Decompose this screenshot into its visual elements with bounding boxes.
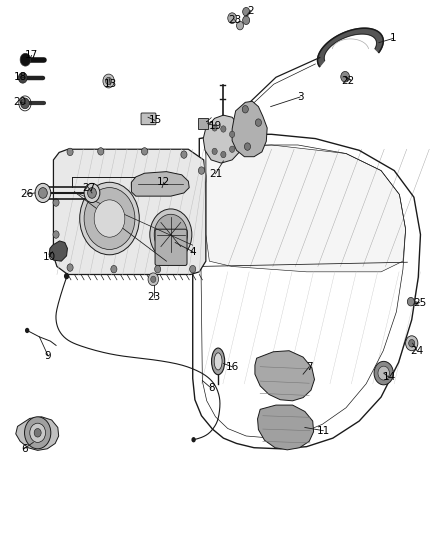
Text: 27: 27 — [82, 183, 95, 192]
Polygon shape — [255, 351, 314, 401]
Text: 10: 10 — [42, 252, 56, 262]
Circle shape — [25, 417, 51, 449]
Circle shape — [21, 98, 29, 109]
Circle shape — [67, 148, 73, 156]
Text: 12: 12 — [157, 177, 170, 187]
Text: 11: 11 — [317, 426, 330, 435]
Text: 13: 13 — [104, 79, 117, 89]
Text: 4: 4 — [189, 247, 196, 256]
Polygon shape — [53, 149, 206, 274]
Circle shape — [378, 366, 389, 380]
Circle shape — [39, 188, 47, 198]
FancyBboxPatch shape — [155, 229, 187, 265]
Circle shape — [151, 276, 156, 282]
Text: 25: 25 — [413, 298, 426, 308]
Text: 20: 20 — [14, 98, 27, 107]
Circle shape — [155, 265, 161, 273]
Circle shape — [53, 199, 59, 206]
Circle shape — [243, 16, 250, 25]
Circle shape — [84, 188, 135, 249]
Text: 7: 7 — [306, 362, 313, 372]
Ellipse shape — [214, 353, 222, 370]
Circle shape — [111, 265, 117, 273]
Text: 1: 1 — [390, 34, 397, 43]
Circle shape — [406, 336, 418, 351]
Text: 19: 19 — [209, 121, 222, 131]
Polygon shape — [16, 417, 59, 450]
Circle shape — [18, 72, 27, 83]
Text: 21: 21 — [209, 169, 222, 179]
Circle shape — [64, 273, 69, 279]
Circle shape — [53, 231, 59, 238]
Circle shape — [94, 200, 125, 237]
Circle shape — [212, 125, 217, 131]
Polygon shape — [232, 101, 267, 157]
Circle shape — [198, 167, 205, 174]
Circle shape — [409, 340, 415, 347]
Text: 2: 2 — [247, 6, 254, 15]
Circle shape — [20, 53, 31, 66]
Circle shape — [237, 21, 244, 30]
Text: 23: 23 — [228, 15, 241, 25]
Text: 17: 17 — [25, 51, 38, 60]
Circle shape — [25, 328, 29, 333]
Circle shape — [255, 119, 261, 126]
Circle shape — [191, 437, 196, 442]
Text: 22: 22 — [341, 76, 354, 86]
Circle shape — [190, 265, 196, 273]
Circle shape — [35, 183, 51, 203]
Circle shape — [243, 7, 250, 16]
Circle shape — [242, 106, 248, 113]
Polygon shape — [258, 405, 314, 450]
Circle shape — [154, 214, 187, 255]
Circle shape — [230, 131, 235, 138]
Circle shape — [84, 183, 100, 203]
Text: 16: 16 — [226, 362, 239, 372]
Text: 9: 9 — [45, 351, 52, 361]
Text: 14: 14 — [382, 373, 396, 382]
Text: 15: 15 — [148, 116, 162, 125]
Text: 3: 3 — [297, 92, 304, 102]
Polygon shape — [131, 172, 189, 196]
Circle shape — [141, 148, 148, 155]
Circle shape — [150, 209, 192, 260]
Circle shape — [212, 148, 217, 155]
Circle shape — [148, 273, 159, 286]
Polygon shape — [49, 241, 67, 261]
Circle shape — [228, 13, 237, 23]
Circle shape — [407, 297, 414, 306]
Text: 23: 23 — [148, 293, 161, 302]
Polygon shape — [206, 145, 406, 272]
Circle shape — [106, 77, 112, 85]
Circle shape — [181, 151, 187, 158]
Circle shape — [221, 126, 226, 132]
Polygon shape — [203, 115, 242, 163]
Circle shape — [221, 151, 226, 158]
Text: 26: 26 — [21, 189, 34, 199]
Text: 24: 24 — [410, 346, 424, 356]
Text: 8: 8 — [208, 383, 215, 393]
Circle shape — [34, 429, 41, 437]
Circle shape — [230, 146, 235, 152]
Circle shape — [67, 264, 73, 271]
FancyBboxPatch shape — [141, 113, 156, 125]
Text: 6: 6 — [21, 444, 28, 454]
Ellipse shape — [212, 348, 225, 375]
Circle shape — [80, 182, 139, 255]
Circle shape — [98, 148, 104, 155]
Text: 18: 18 — [14, 72, 27, 82]
FancyBboxPatch shape — [198, 118, 208, 129]
Circle shape — [103, 74, 114, 88]
Circle shape — [88, 188, 96, 198]
Circle shape — [30, 423, 46, 442]
Circle shape — [244, 143, 251, 150]
Circle shape — [341, 71, 350, 82]
Circle shape — [374, 361, 393, 385]
Polygon shape — [318, 28, 383, 67]
